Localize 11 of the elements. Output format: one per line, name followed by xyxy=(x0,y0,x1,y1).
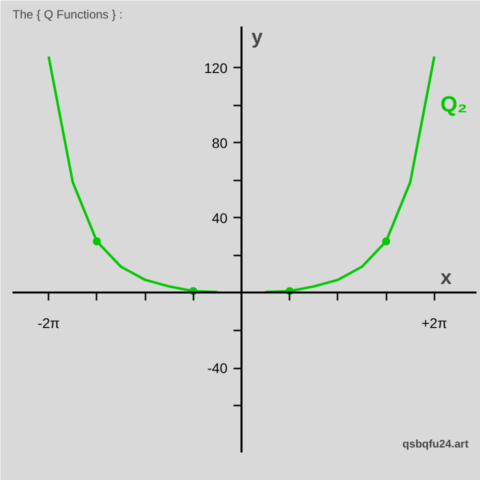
chart-title: The { Q Functions } : xyxy=(12,8,123,22)
annotation: qsbqfu24.art xyxy=(402,438,469,450)
series-label: Q₂ xyxy=(440,92,468,117)
y-axis-title: y xyxy=(251,26,264,48)
y-tick-label: 40 xyxy=(212,210,228,226)
x-tick-label: -2π xyxy=(38,314,60,331)
y-tick-label: -40 xyxy=(207,360,228,376)
y-tick-label: 80 xyxy=(212,134,228,151)
x-axis-title: x xyxy=(440,266,452,289)
y-tick-label: 120 xyxy=(204,60,228,76)
x-tick-label: +2π xyxy=(422,314,448,331)
